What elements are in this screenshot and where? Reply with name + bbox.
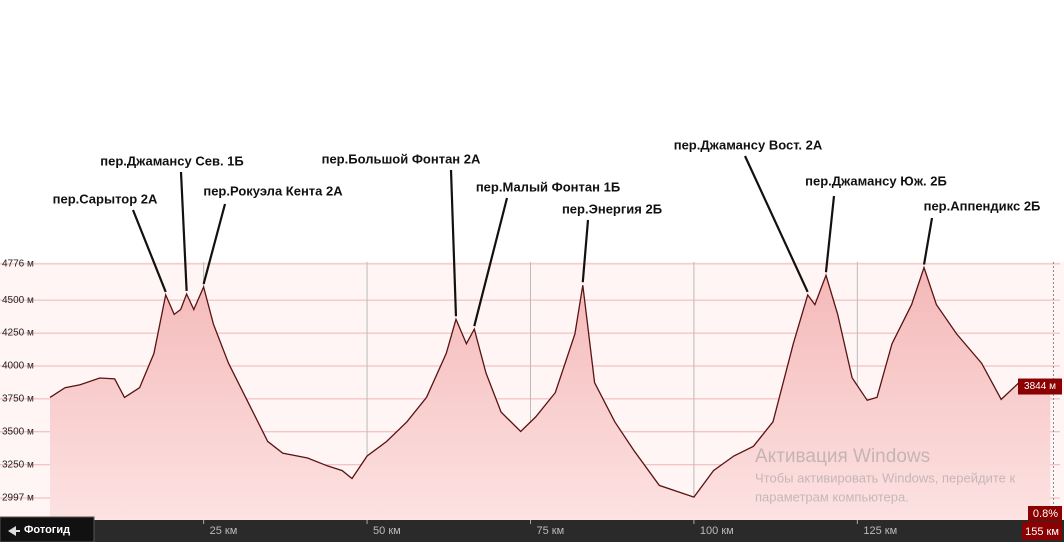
annotation-label: пер.Энергия 2Б (562, 201, 662, 216)
annotation-leader (131, 209, 167, 293)
grade-label: 0.8% (1033, 508, 1058, 520)
annotation-leader (449, 169, 458, 317)
watermark-title: Активация Windows (755, 446, 930, 467)
button-label[interactable]: Фотогид (24, 524, 70, 536)
annotation-leader (922, 217, 934, 265)
cursor-label-bg (1022, 522, 1062, 540)
annotation-label: пер.Рокуэла Кента 2А (203, 183, 343, 198)
annotation-label: пер.Большой Фонтан 2А (322, 151, 481, 166)
x-tick-label: 25 км (210, 525, 238, 537)
annotation-leader (179, 171, 188, 292)
y-tick-label: 4000 м (2, 361, 34, 372)
annotation-label: пер.Аппендикс 2Б (924, 198, 1041, 213)
cursor-label: 155 км (1025, 526, 1059, 538)
y-tick-label: 4500 м (2, 295, 34, 306)
x-tick-label: 100 км (700, 525, 734, 537)
y-tick-label: 3250 м (2, 459, 34, 470)
y-tick-label: 2997 м (2, 493, 34, 504)
grade-bg (1028, 506, 1062, 521)
annotation-label: пер.Малый Фонтан 1Б (476, 179, 620, 194)
x-tick-label: 75 км (536, 525, 564, 537)
x-axis-bar (0, 520, 1064, 542)
photo-guide-button[interactable]: Фотогид (0, 516, 95, 542)
y-tick-label: 4776 м (2, 258, 34, 269)
current-elevation-label: 3844 м (1024, 381, 1056, 392)
annotation-leader (824, 195, 836, 273)
annotation-leader (581, 219, 590, 283)
annotation-leader (473, 197, 509, 327)
current-elevation-marker (1018, 378, 1062, 395)
button-icon (8, 526, 20, 536)
annotation-label: пер.Джамансу Сев. 1Б (100, 153, 244, 168)
annotation-label: пер.Джамансу Юж. 2Б (805, 173, 947, 188)
x-tick-label: 125 км (863, 525, 897, 537)
annotation-leader (744, 155, 809, 293)
elevation-line (49, 265, 1051, 498)
y-tick-label: 4250 м (2, 328, 34, 339)
y-tick-label: 3500 м (2, 426, 34, 437)
annotation-label: пер.Сарытор 2А (53, 191, 158, 206)
watermark-line: параметрам компьютера. (755, 489, 909, 504)
watermark-line: Чтобы активировать Windows, перейдите к (755, 470, 1016, 485)
annotation-label: пер.Джамансу Вост. 2А (674, 137, 823, 152)
x-tick-label: 50 км (373, 525, 401, 537)
y-tick-label: 3750 м (2, 394, 34, 405)
annotation-leader (202, 203, 227, 285)
